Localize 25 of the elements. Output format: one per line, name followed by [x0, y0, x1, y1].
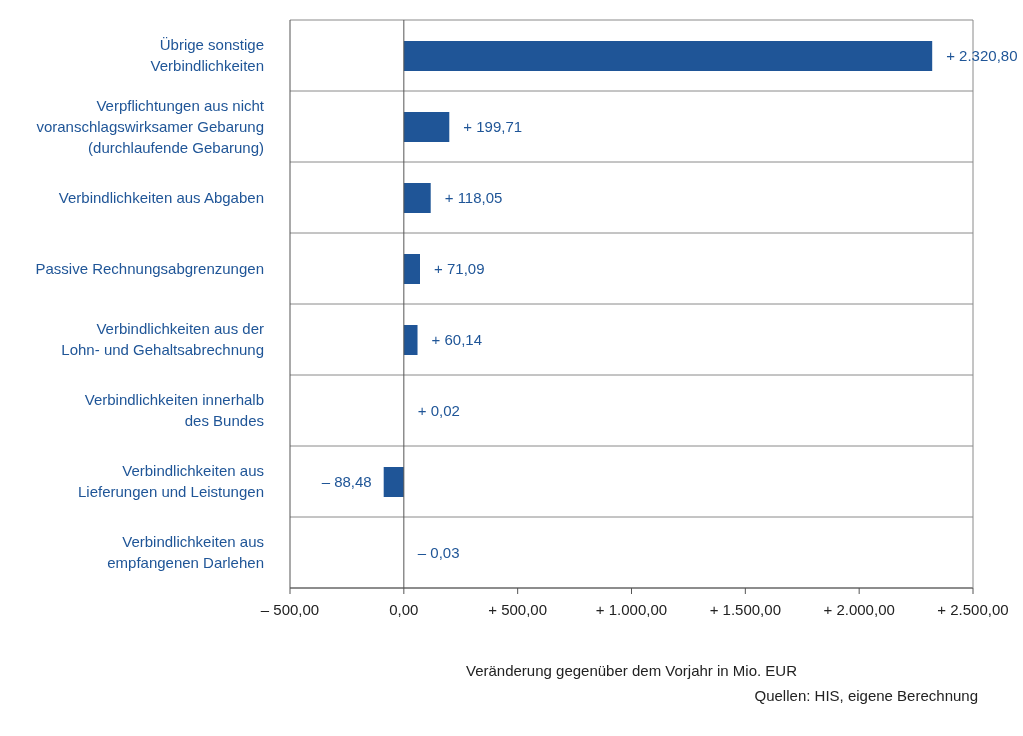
- data-label: + 71,09: [434, 260, 485, 277]
- x-tick-label: + 500,00: [488, 600, 548, 618]
- y-tick-label: Verbindlichkeiten aus empfangenen Darlehen: [107, 533, 264, 571]
- source-note: Quellen: HIS, eigene Berechnung: [753, 687, 979, 704]
- data-label: + 199,71: [463, 118, 523, 135]
- y-tick-label: Passive Rechnungsabgrenzungen: [35, 259, 264, 277]
- x-tick-label: – 500,00: [260, 600, 320, 618]
- y-tick-label: Verbindlichkeiten aus Lieferungen und Leistungen: [78, 462, 264, 500]
- x-tick-label: + 2.000,00: [823, 600, 895, 618]
- x-tick-label: + 1.000,00: [595, 600, 668, 618]
- x-tick-label: + 2.500,00: [937, 600, 1009, 618]
- y-tick-label: Verbindlichkeiten aus Abgaben: [58, 188, 264, 206]
- data-label: + 0,02: [417, 402, 460, 419]
- y-tick-label: Verbindlichkeiten innerhalb des Bundes: [84, 391, 264, 429]
- y-tick-label: Verpflichtungen aus nicht voranschlagswirksamer Gebarung (durchlaufende Gebarung): [36, 96, 265, 156]
- data-label: + 118,05: [444, 189, 503, 206]
- y-tick-label: Verbindlichkeiten aus der Lohn- und Gehaltsabrechnung: [61, 320, 264, 358]
- data-label: – 0,03: [417, 544, 460, 561]
- x-tick-label: + 1.500,00: [709, 600, 781, 618]
- data-label: + 60,14: [431, 331, 482, 348]
- x-axis-title: Veränderung gegenüber dem Vorjahr in Mio. EUR: [464, 662, 798, 679]
- data-label: – 88,48: [321, 473, 372, 490]
- x-tick-label: 0,00: [389, 600, 419, 618]
- data-label: + 2.320,80: [946, 47, 1018, 64]
- y-tick-label: Übrige sonstige Verbindlichkeiten: [150, 36, 264, 74]
